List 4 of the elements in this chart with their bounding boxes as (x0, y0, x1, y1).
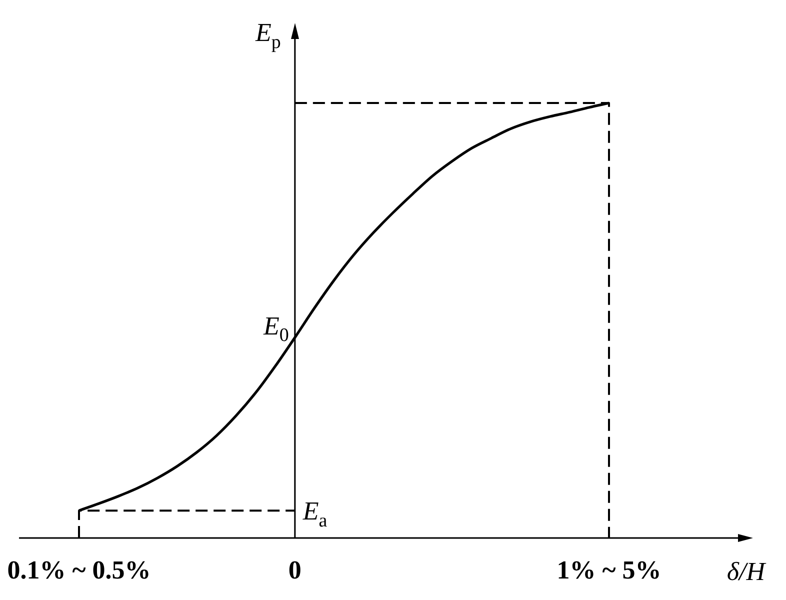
x-axis-title: δ/H (726, 557, 766, 586)
x-tick-label: 0.1% ~ 0.5% (7, 555, 151, 584)
x-tick-label: 0 (288, 555, 302, 584)
x-tick-label: 1% ~ 5% (556, 555, 662, 584)
